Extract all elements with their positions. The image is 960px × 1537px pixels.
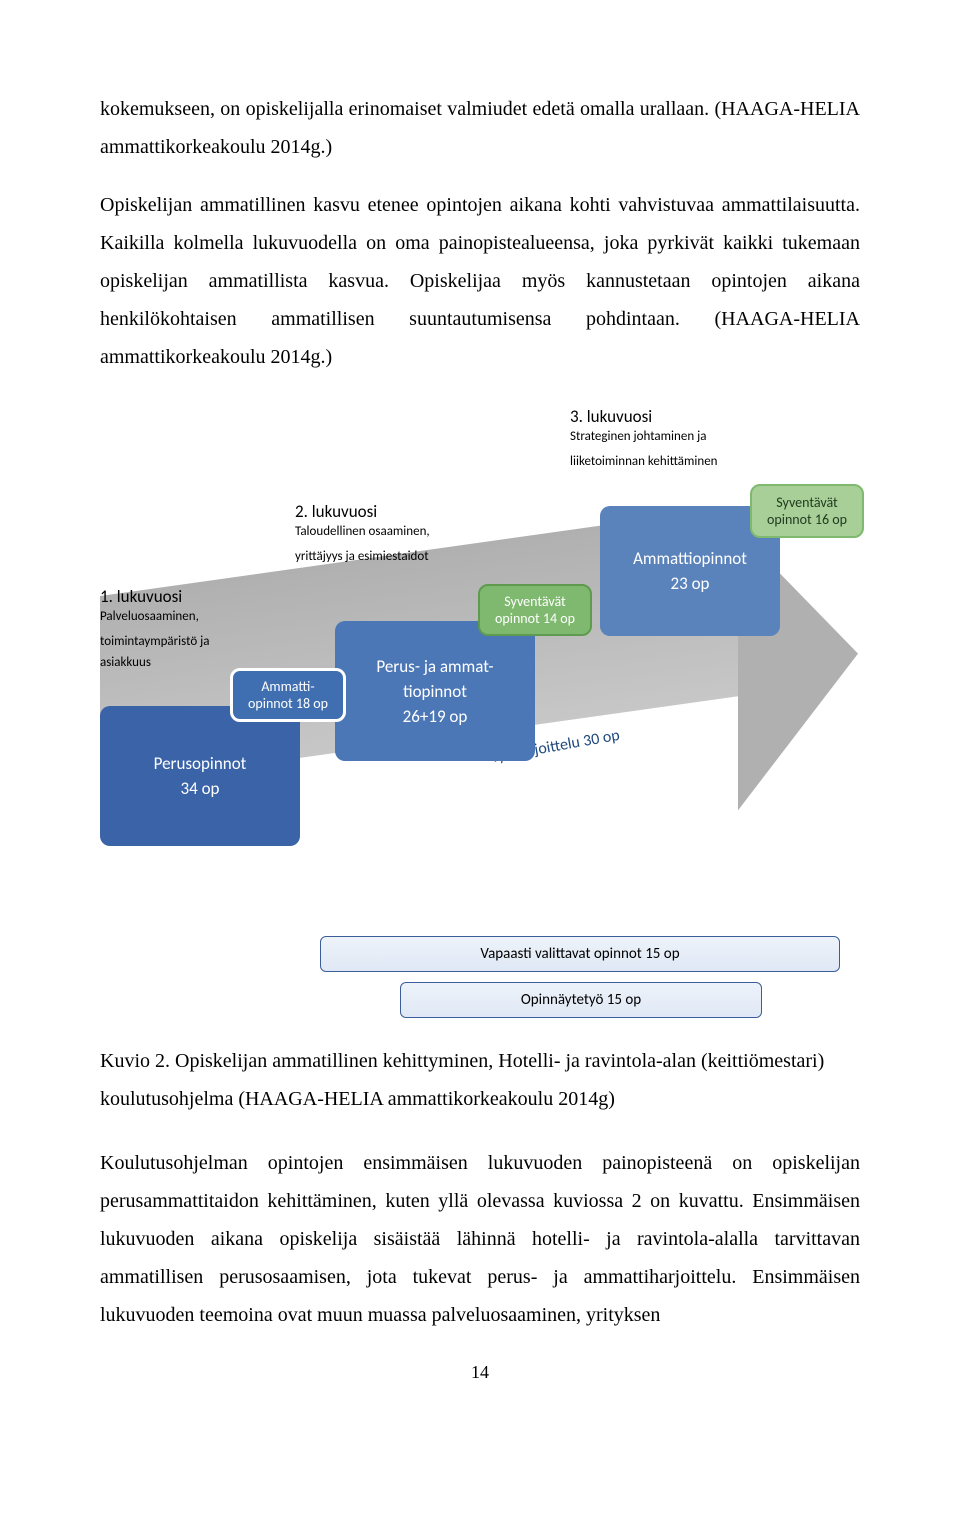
box-perusopinnot: Perusopinnot 34 op: [100, 706, 300, 846]
pill3-l2: opinnot 16 op: [767, 511, 847, 528]
year2-title: 2. lukuvuosi: [295, 501, 430, 522]
box2-l1: Perus- ja ammat-: [376, 656, 493, 677]
year1-title: 1. lukuvuosi: [100, 586, 209, 607]
bottom-bars: Vapaasti valittavat opinnot 15 op Opinnä…: [320, 936, 840, 1018]
year1-sub3: asiakkuus: [100, 655, 209, 670]
box2-l3: 26+19 op: [403, 706, 468, 727]
study-progression-diagram: Työharjoittelu 30 op 3. lukuvuosi Strate…: [100, 406, 860, 906]
year1-block: 1. lukuvuosi Palveluosaaminen, toimintay…: [100, 586, 209, 670]
bar-vapaasti: Vapaasti valittavat opinnot 15 op: [320, 936, 840, 972]
year1-sub1: Palveluosaaminen,: [100, 609, 209, 624]
box2-l2: tiopinnot: [403, 681, 467, 702]
year3-sub1: Strateginen johtaminen ja: [570, 429, 718, 444]
paragraph-3: Koulutusohjelman opintojen ensimmäisen l…: [100, 1144, 860, 1334]
box1-l2: 34 op: [181, 778, 220, 799]
box3-l2: 23 op: [671, 573, 710, 594]
paragraph-2: Opiskelijan ammatillinen kasvu etenee op…: [100, 186, 860, 376]
pill2-l2: opinnot 14 op: [495, 610, 575, 627]
pill-syventavat-14: Syventävät opinnot 14 op: [478, 584, 592, 636]
pill1-l1: Ammatti-: [261, 678, 314, 695]
figure-caption: Kuvio 2. Opiskelijan ammatillinen kehitt…: [100, 1042, 860, 1118]
box3-l1: Ammattiopinnot: [633, 548, 747, 569]
box1-l1: Perusopinnot: [154, 753, 247, 774]
paragraph-1: kokemukseen, on opiskelijalla erinomaise…: [100, 90, 860, 166]
year1-sub2: toimintaympäristö ja: [100, 634, 209, 649]
year2-block: 2. lukuvuosi Taloudellinen osaaminen, yr…: [295, 501, 430, 564]
year3-title: 3. lukuvuosi: [570, 406, 718, 427]
pill2-l1: Syventävät: [504, 593, 565, 610]
year2-sub1: Taloudellinen osaaminen,: [295, 524, 430, 539]
pill1-l2: opinnot 18 op: [248, 695, 328, 712]
box-perus-ammat: Perus- ja ammat- tiopinnot 26+19 op: [335, 621, 535, 761]
year3-block: 3. lukuvuosi Strateginen johtaminen ja l…: [570, 406, 718, 469]
bar-opinnaytetyo: Opinnäytetyö 15 op: [400, 982, 762, 1018]
pill-ammatti-18: Ammatti- opinnot 18 op: [230, 668, 346, 722]
page-number: 14: [100, 1362, 860, 1383]
pill3-l1: Syventävät: [776, 494, 837, 511]
pill-syventavat-16: Syventävät opinnot 16 op: [750, 484, 864, 538]
year2-sub2: yrittäjyys ja esimiestaidot: [295, 549, 430, 564]
year3-sub2: liiketoiminnan kehittäminen: [570, 454, 718, 469]
